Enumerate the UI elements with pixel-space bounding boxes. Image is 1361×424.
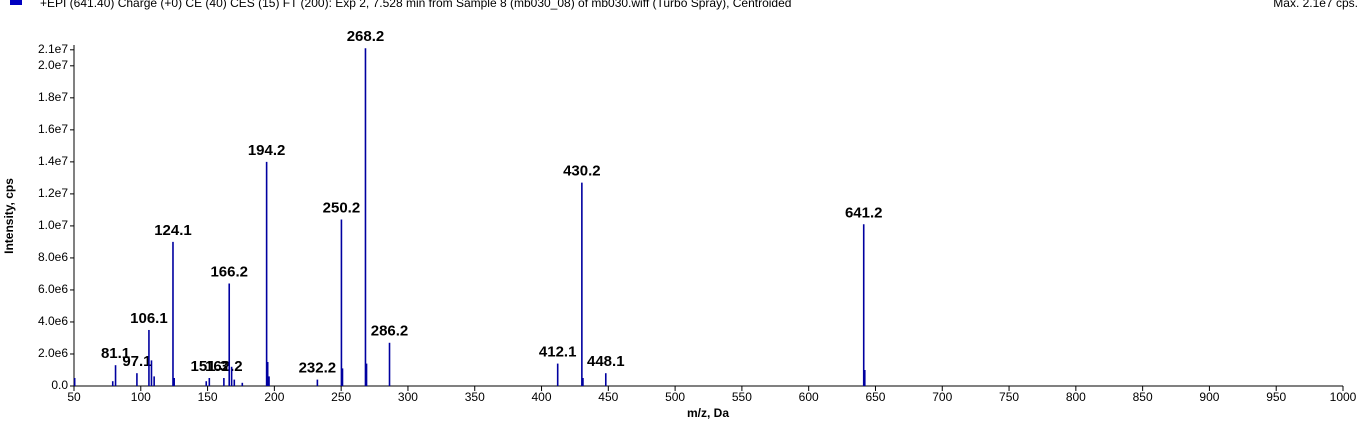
x-tick-label: 700 bbox=[932, 390, 952, 404]
x-tick-label: 50 bbox=[67, 390, 81, 404]
chart-title: +EPI (641.40) Charge (+0) CE (40) CES (1… bbox=[40, 0, 791, 10]
y-tick-label: 1.4e7 bbox=[38, 154, 68, 168]
peak-label: 97.1 bbox=[122, 353, 151, 370]
y-axis-label: Intensity, cps bbox=[2, 178, 16, 254]
x-tick-label: 250 bbox=[331, 390, 351, 404]
peak-label: 430.2 bbox=[563, 163, 601, 180]
x-tick-label: 650 bbox=[865, 390, 885, 404]
x-tick-label: 850 bbox=[1133, 390, 1153, 404]
y-tick-label: 2.0e7 bbox=[38, 58, 68, 72]
x-tick-label: 150 bbox=[198, 390, 218, 404]
x-tick-label: 500 bbox=[665, 390, 685, 404]
x-tick-label: 100 bbox=[131, 390, 151, 404]
y-tick-label: 2.0e6 bbox=[38, 346, 68, 360]
x-tick-label: 400 bbox=[532, 390, 552, 404]
peak-label: 641.2 bbox=[845, 204, 883, 221]
peak-label: 268.2 bbox=[347, 28, 385, 45]
x-tick-label: 350 bbox=[465, 390, 485, 404]
y-tick-label: 0.0 bbox=[51, 378, 68, 392]
peak-label: 81.1 bbox=[101, 345, 130, 362]
x-tick-label: 950 bbox=[1266, 390, 1286, 404]
x-tick-label: 900 bbox=[1199, 390, 1219, 404]
y-tick-label: 1.6e7 bbox=[38, 122, 68, 136]
x-tick-label: 300 bbox=[398, 390, 418, 404]
x-tick-label: 600 bbox=[799, 390, 819, 404]
y-tick-label: 2.1e7 bbox=[38, 42, 68, 56]
peak-label: 250.2 bbox=[323, 199, 361, 216]
y-tick-label: 1.8e7 bbox=[38, 90, 68, 104]
x-tick-label: 550 bbox=[732, 390, 752, 404]
x-tick-label: 800 bbox=[1066, 390, 1086, 404]
peak-label: 106.1 bbox=[130, 310, 168, 327]
y-tick-label: 4.0e6 bbox=[38, 314, 68, 328]
y-tick-label: 6.0e6 bbox=[38, 282, 68, 296]
peak-label: 194.2 bbox=[248, 142, 286, 159]
peak-label: 448.1 bbox=[587, 353, 625, 370]
peak-label: 232.2 bbox=[299, 360, 337, 377]
y-tick-label: 8.0e6 bbox=[38, 250, 68, 264]
y-tick-label: 1.0e7 bbox=[38, 218, 68, 232]
legend-swatch bbox=[10, 0, 22, 5]
chart-subtitle: Max. 2.1e7 cps. bbox=[1273, 0, 1358, 10]
peak-label: 124.1 bbox=[154, 222, 192, 239]
y-tick-label: 1.2e7 bbox=[38, 186, 68, 200]
peak-label: 286.2 bbox=[371, 323, 409, 340]
peak-label: 162.2 bbox=[205, 358, 243, 375]
x-axis-label: m/z, Da bbox=[687, 406, 729, 420]
peak-label: 166.2 bbox=[210, 264, 248, 281]
x-tick-label: 450 bbox=[598, 390, 618, 404]
x-tick-label: 1000 bbox=[1330, 390, 1357, 404]
x-tick-label: 200 bbox=[264, 390, 284, 404]
x-tick-label: 750 bbox=[999, 390, 1019, 404]
peak-label: 151.3 bbox=[191, 358, 229, 375]
peak-label: 412.1 bbox=[539, 344, 577, 361]
